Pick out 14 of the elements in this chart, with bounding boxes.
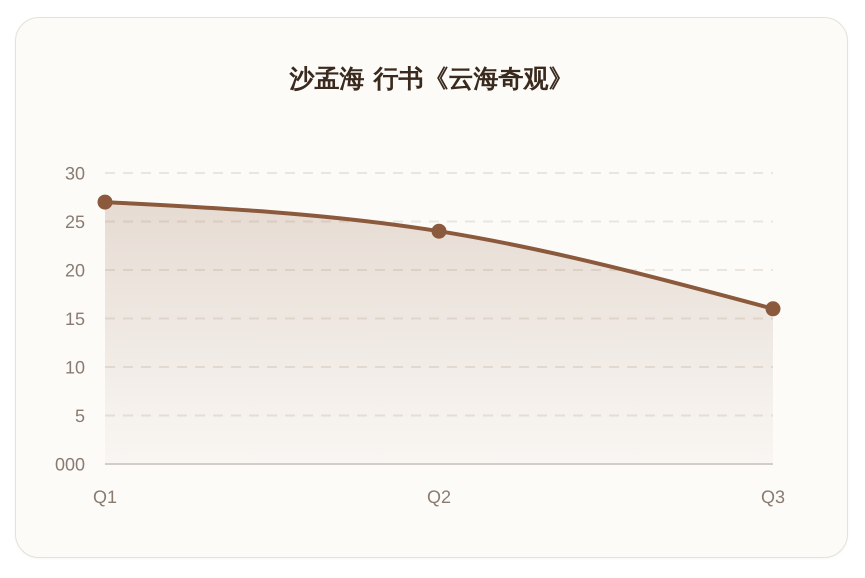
point — [432, 224, 446, 239]
x-tick-label: Q1 — [92, 486, 118, 507]
y-tick-label: 000 — [54, 454, 85, 474]
y-tick-label: 15 — [64, 308, 85, 329]
y-tick-label: 30 — [64, 163, 85, 184]
y-tick-label: 10 — [64, 357, 85, 378]
y-tick-label: 25 — [64, 212, 85, 232]
x-tick-label: Q2 — [426, 486, 452, 507]
point — [98, 194, 112, 210]
chart-title: 沙孟海 行书《云海奇观》 — [288, 63, 574, 95]
y-tick-label: 20 — [64, 260, 85, 280]
y-tick-label: 5 — [74, 406, 85, 426]
point — [766, 301, 780, 316]
x-tick-label: Q3 — [760, 486, 786, 507]
